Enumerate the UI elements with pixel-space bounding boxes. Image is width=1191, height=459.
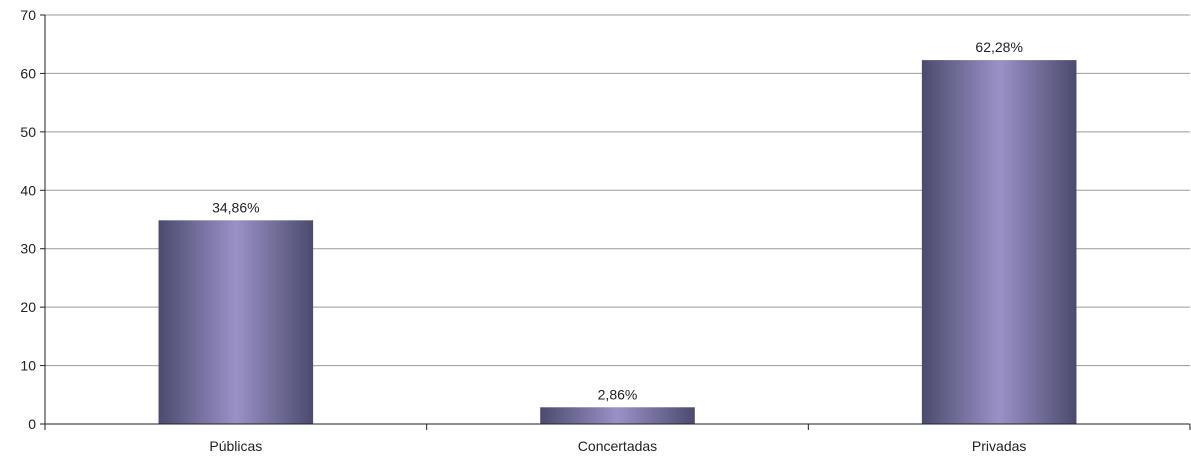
y-tick-label: 30: [20, 241, 36, 257]
labels: 0 10 20 30 40 50 60 70 34,86% Públicas 2,86% Concer…: [20, 7, 1026, 454]
bars: [158, 60, 1077, 424]
y-tick-label: 70: [20, 7, 36, 23]
x-tick-label: Públicas: [209, 438, 262, 454]
data-label: 2,86%: [598, 386, 638, 402]
data-label: 34,86%: [212, 199, 259, 215]
y-tick-label: 60: [20, 65, 36, 81]
data-label: 62,28%: [975, 39, 1022, 55]
y-tick-label: 10: [20, 358, 36, 374]
bar-privadas: [921, 60, 1077, 424]
y-tick-label: 0: [28, 416, 36, 432]
bar-concertadas: [540, 407, 695, 424]
axes: [40, 14, 1191, 430]
x-tick-label: Privadas: [972, 438, 1026, 454]
x-tick-label: Concertadas: [578, 438, 657, 454]
y-tick-label: 40: [20, 182, 36, 198]
y-tick-label: 20: [20, 299, 36, 315]
bar-publicas: [158, 220, 314, 424]
y-tick-label: 50: [20, 124, 36, 140]
